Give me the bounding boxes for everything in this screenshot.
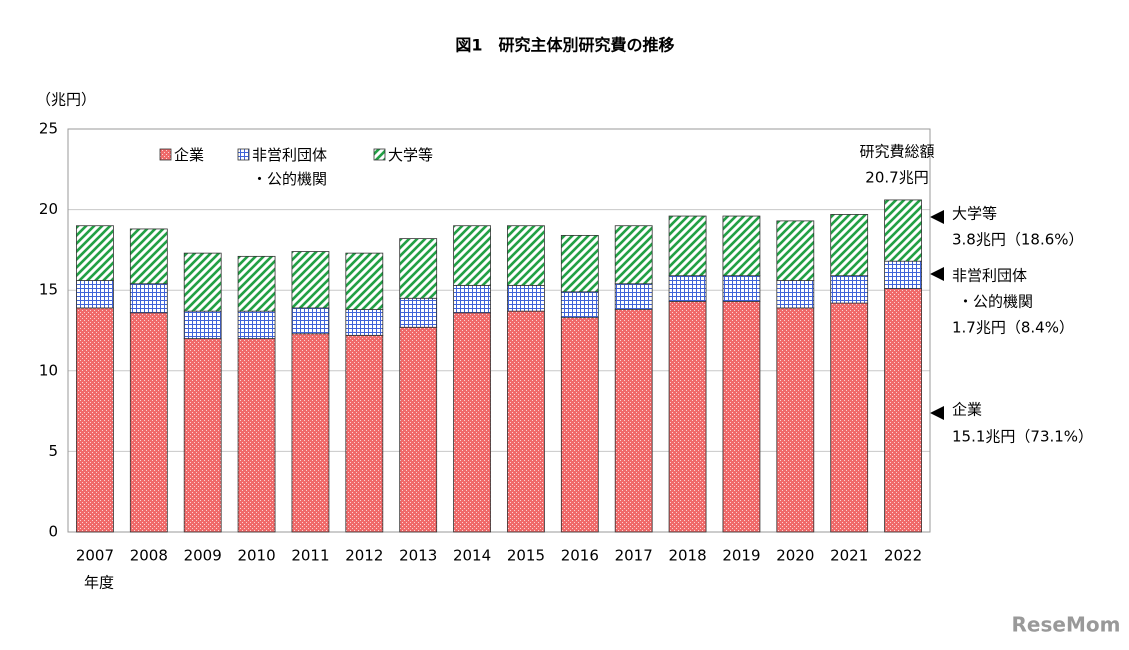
pointer bbox=[930, 267, 944, 281]
y-tick-label: 25 bbox=[39, 120, 58, 138]
x-tick-label: 2010 bbox=[237, 547, 275, 565]
y-tick-label: 15 bbox=[39, 281, 58, 299]
bar-segment bbox=[830, 275, 869, 304]
bar-segment bbox=[76, 280, 114, 309]
x-tick-label: 2022 bbox=[884, 547, 922, 565]
bar-segment bbox=[507, 225, 545, 286]
x-tick-label: 2007 bbox=[76, 547, 114, 565]
legend-swatch bbox=[159, 148, 172, 161]
bar-segment bbox=[830, 302, 869, 533]
x-tick-label: 2013 bbox=[399, 547, 437, 565]
x-tick-label: 2016 bbox=[561, 547, 599, 565]
bar-segment bbox=[237, 255, 276, 312]
bar-segment bbox=[399, 326, 438, 533]
bar-segment bbox=[722, 275, 761, 302]
bar-segment bbox=[453, 284, 491, 314]
x-axis-label: 年度 bbox=[84, 574, 114, 592]
bar-segment bbox=[507, 310, 545, 533]
annotation: 20.7兆円 bbox=[865, 169, 928, 187]
bar-segment bbox=[560, 291, 599, 319]
annotation: 1.7兆円（8.4%） bbox=[952, 319, 1074, 337]
y-tick-label: 10 bbox=[39, 361, 58, 379]
annotation: ・公的機関 bbox=[958, 293, 1033, 311]
pointer bbox=[930, 406, 944, 420]
annotation: 15.1兆円（73.1%） bbox=[952, 428, 1093, 446]
watermark: ReseMom bbox=[1012, 613, 1121, 637]
bar-segment bbox=[183, 338, 222, 533]
legend-label: 大学等 bbox=[388, 146, 434, 164]
bar-segment bbox=[237, 310, 276, 339]
y-tick-label: 0 bbox=[48, 523, 58, 541]
legend-label: 企業 bbox=[174, 146, 205, 164]
annotation: 3.8兆円（18.6%） bbox=[952, 231, 1084, 249]
bar-segment bbox=[345, 334, 384, 533]
x-tick-label: 2017 bbox=[615, 547, 653, 565]
legend-swatch bbox=[373, 148, 386, 161]
y-axis-label: （兆円） bbox=[36, 91, 96, 109]
bar-segment bbox=[614, 225, 653, 285]
bar-segment bbox=[884, 288, 922, 533]
x-tick-label: 2020 bbox=[776, 547, 814, 565]
bar-segment bbox=[76, 307, 114, 533]
annotation: 企業 bbox=[952, 401, 982, 419]
bar-segment bbox=[614, 283, 653, 310]
bar-segment bbox=[399, 297, 438, 328]
y-tick-label: 5 bbox=[48, 442, 58, 460]
bar-segment bbox=[884, 260, 922, 289]
y-tick-label: 20 bbox=[39, 200, 58, 218]
x-tick-label: 2021 bbox=[830, 547, 868, 565]
bar-segment bbox=[560, 234, 599, 293]
bar-segment bbox=[183, 310, 222, 339]
annotation: 研究費総額 bbox=[859, 143, 934, 161]
bar-segment bbox=[668, 301, 707, 533]
bar-segment bbox=[560, 317, 599, 533]
bar-segment bbox=[776, 307, 815, 533]
bar-segment bbox=[830, 214, 869, 277]
plot-frame bbox=[67, 128, 931, 533]
x-tick-label: 2019 bbox=[722, 547, 760, 565]
bar-segment bbox=[668, 215, 707, 277]
bar-segment bbox=[291, 307, 330, 335]
legend-label: 非営利団体 ・公的機関 bbox=[252, 146, 328, 188]
bar-segment bbox=[453, 312, 491, 533]
bar-segment bbox=[884, 199, 922, 262]
bar-segment bbox=[345, 252, 384, 310]
x-tick-label: 2012 bbox=[345, 547, 383, 565]
bar-segment bbox=[345, 309, 384, 336]
bar-segment bbox=[453, 225, 491, 286]
legend-swatch bbox=[237, 148, 250, 161]
bar-segment bbox=[507, 284, 545, 312]
x-tick-label: 2014 bbox=[453, 547, 491, 565]
x-tick-label: 2008 bbox=[130, 547, 168, 565]
bar-segment bbox=[776, 220, 815, 281]
annotation: 非営利団体 bbox=[952, 267, 1027, 285]
bar-segment bbox=[183, 252, 222, 312]
bar-segment bbox=[76, 225, 114, 281]
x-tick-label: 2009 bbox=[184, 547, 222, 565]
bar-segment bbox=[291, 333, 330, 533]
bar-segment bbox=[129, 228, 168, 285]
bar-segment bbox=[237, 338, 276, 533]
bar-segment bbox=[722, 215, 761, 277]
x-tick-label: 2015 bbox=[507, 547, 545, 565]
pointer bbox=[930, 210, 944, 224]
bar-segment bbox=[399, 238, 438, 299]
bar-segment bbox=[614, 309, 653, 533]
bar-segment bbox=[129, 312, 168, 533]
chart-title: 図1 研究主体別研究費の推移 bbox=[455, 36, 674, 55]
annotation: 大学等 bbox=[952, 205, 997, 223]
x-tick-label: 2011 bbox=[291, 547, 329, 565]
bar-segment bbox=[668, 275, 707, 302]
bar-segment bbox=[129, 283, 168, 314]
x-tick-label: 2018 bbox=[668, 547, 706, 565]
bar-segment bbox=[722, 301, 761, 533]
bar-segment bbox=[776, 280, 815, 309]
bar-segment bbox=[291, 251, 330, 309]
